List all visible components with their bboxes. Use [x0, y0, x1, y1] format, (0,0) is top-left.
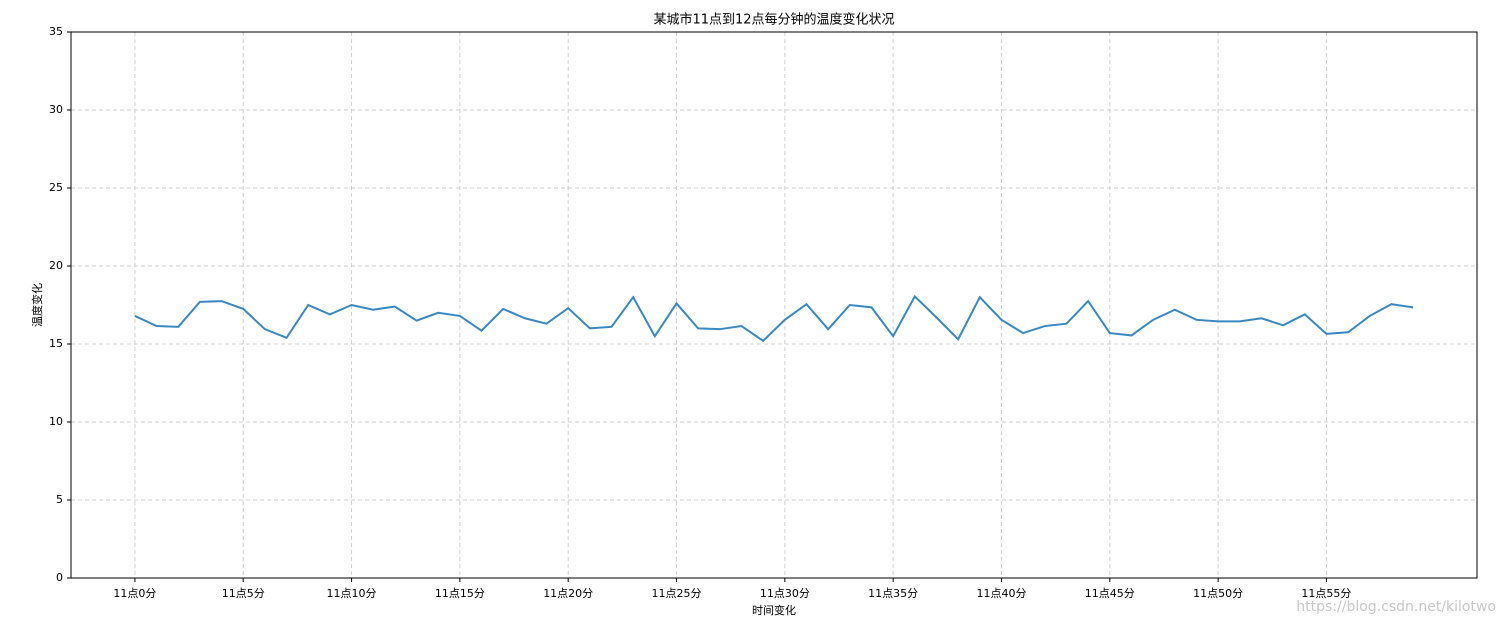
x-tick-label: 11点30分 — [760, 587, 810, 600]
x-tick-label: 11点5分 — [222, 587, 265, 600]
y-tick-label: 5 — [56, 493, 63, 506]
y-tick-label: 15 — [49, 337, 63, 350]
plot-frame — [70, 31, 1478, 579]
y-tick-label: 25 — [49, 181, 63, 194]
y-tick-label: 0 — [56, 571, 63, 584]
y-tick-label: 20 — [49, 259, 63, 272]
chart-title: 某城市11点到12点每分钟的温度变化状况 — [653, 12, 894, 28]
x-tick-label: 11点40分 — [976, 587, 1026, 600]
x-tick-label: 11点45分 — [1085, 587, 1135, 600]
y-tick-label: 35 — [49, 25, 63, 38]
x-tick-label: 11点35分 — [868, 587, 918, 600]
x-tick-label: 11点25分 — [652, 587, 702, 600]
x-tick-label: 11点10分 — [327, 587, 377, 600]
watermark: https://blog.csdn.net/kilotwo — [1296, 599, 1496, 615]
x-axis-label: 时间变化 — [752, 603, 796, 617]
x-tick-label: 11点0分 — [113, 587, 156, 600]
x-tick-label: 11点15分 — [435, 587, 485, 600]
line-series — [134, 294, 1414, 343]
y-tick-label: 10 — [49, 415, 63, 428]
x-tick-label: 11点50分 — [1193, 587, 1243, 600]
x-tick-label: 11点20分 — [543, 587, 593, 600]
y-tick-label: 30 — [49, 103, 63, 116]
x-tick-label: 11点55分 — [1301, 587, 1351, 600]
y-axis-label: 温度变化 — [30, 283, 44, 327]
